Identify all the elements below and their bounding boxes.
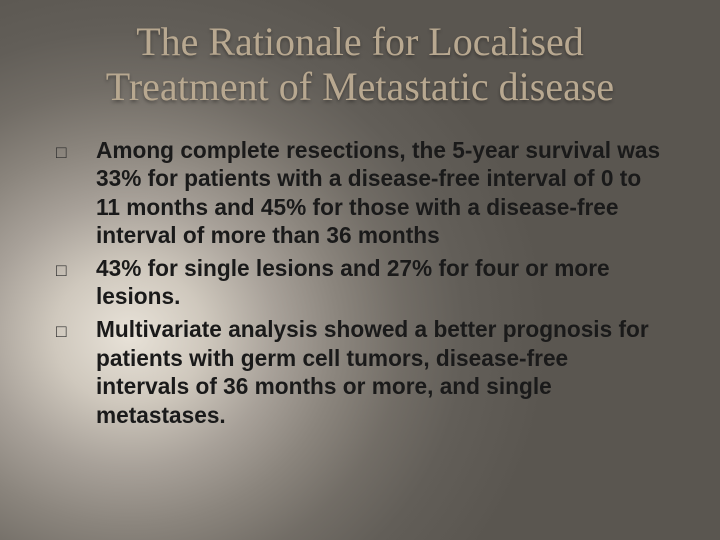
bullet-text: Multivariate analysis showed a better pr… xyxy=(96,315,664,429)
bullet-item: □ Multivariate analysis showed a better … xyxy=(56,315,664,429)
bullet-marker-icon: □ xyxy=(56,254,96,281)
slide-body: □ Among complete resections, the 5-year … xyxy=(0,110,720,430)
slide: The Rationale for Localised Treatment of… xyxy=(0,0,720,540)
bullet-text: Among complete resections, the 5-year su… xyxy=(96,136,664,250)
title-line-1: The Rationale for Localised xyxy=(0,20,720,65)
bullet-text: 43% for single lesions and 27% for four … xyxy=(96,254,664,311)
bullet-item: □ Among complete resections, the 5-year … xyxy=(56,136,664,250)
title-line-2: Treatment of Metastatic disease xyxy=(0,65,720,110)
bullet-item: □ 43% for single lesions and 27% for fou… xyxy=(56,254,664,311)
bullet-marker-icon: □ xyxy=(56,315,96,342)
slide-title: The Rationale for Localised Treatment of… xyxy=(0,0,720,110)
bullet-marker-icon: □ xyxy=(56,136,96,163)
